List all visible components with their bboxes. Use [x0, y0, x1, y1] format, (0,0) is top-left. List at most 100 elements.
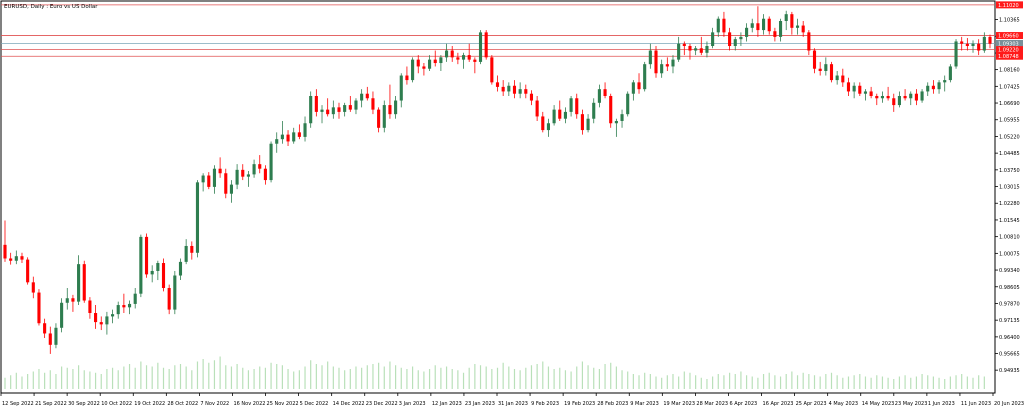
x-tick-label: 28 Oct 2022 [167, 401, 198, 407]
level-price-label-0: 1.11020 [996, 1, 1023, 9]
x-tick-label: 21 Sep 2022 [35, 401, 67, 407]
x-tick-label: 16 Nov 2022 [233, 401, 265, 407]
candle-143 [812, 48, 817, 74]
level-label-text: 1.09303 [998, 41, 1019, 47]
candle-body-167 [948, 66, 952, 81]
candle-body-112 [637, 82, 641, 90]
candle-122 [694, 45, 698, 56]
candle-body-67 [382, 105, 386, 128]
candle-body-27 [156, 263, 160, 271]
candle-106 [603, 82, 607, 99]
x-tick-label: 19 Oct 2022 [134, 401, 165, 407]
candle-41 [235, 164, 239, 190]
y-tick-label: 1.01545 [999, 218, 1020, 224]
candle-body-129 [733, 39, 737, 46]
candle-52 [297, 124, 301, 140]
candle-170 [965, 38, 969, 51]
candle-body-55 [314, 95, 318, 112]
candle-38 [218, 157, 222, 178]
candle-body-94 [535, 100, 539, 117]
candle-97 [552, 105, 556, 126]
x-tick-label: 30 Sep 2022 [68, 401, 100, 407]
candle-87 [495, 75, 500, 92]
candle-88 [501, 80, 505, 96]
candle-body-111 [631, 82, 635, 94]
candle-54 [309, 91, 313, 128]
candle-body-137 [778, 20, 783, 37]
candle-body-44 [252, 164, 256, 175]
candle-11 [65, 288, 69, 310]
candle-45 [258, 155, 262, 174]
candle-body-122 [694, 48, 698, 51]
candle-34 [195, 180, 200, 258]
candle-144 [818, 61, 822, 76]
level-label-box-1 [996, 32, 1023, 40]
x-tick-label: 19 Mar 2023 [663, 401, 695, 407]
candle-95 [541, 111, 545, 133]
x-tick-label: 28 Feb 2023 [597, 401, 628, 407]
candle-69 [394, 95, 398, 119]
y-tick-label: 0.96400 [999, 335, 1020, 341]
candle-142 [807, 30, 811, 56]
candle-132 [750, 18, 754, 33]
candle-body-160 [909, 93, 913, 99]
candle-67 [382, 100, 386, 133]
candle-93 [529, 90, 534, 106]
y-tick-label: 0.94935 [999, 368, 1020, 374]
candle-172 [977, 39, 981, 56]
candle-164 [931, 80, 935, 94]
candle-body-162 [920, 91, 924, 101]
candle-body-93 [529, 93, 534, 101]
candle-body-147 [835, 75, 839, 81]
candle-body-17 [99, 322, 103, 325]
candle-173 [982, 32, 986, 53]
candle-body-91 [518, 89, 522, 94]
x-tick-label: 5 Dec 2022 [300, 401, 329, 407]
candle-39 [224, 168, 228, 199]
candle-169 [960, 36, 964, 51]
candle-body-38 [218, 168, 222, 174]
level-label-text: 1.09660 [998, 34, 1019, 40]
candle-98 [558, 100, 562, 121]
candle-108 [614, 118, 618, 137]
candle-body-173 [982, 36, 986, 51]
x-tick-label: 10 Oct 2022 [101, 401, 132, 407]
candle-55 [314, 89, 318, 117]
candle-body-83 [473, 59, 477, 62]
candle-3 [20, 252, 24, 264]
candle-body-108 [614, 120, 618, 124]
chart-title: EURUSD, Daily : Euro vs US Dollar [4, 4, 98, 10]
candle-123 [699, 36, 703, 56]
candle-49 [280, 120, 284, 144]
y-tick-label: 1.02280 [999, 201, 1020, 207]
candle-body-87 [495, 82, 500, 87]
candle-body-76 [433, 59, 437, 64]
x-tick-label: 28 Mar 2023 [696, 401, 728, 407]
candle-148 [841, 68, 845, 87]
candle-body-22 [127, 303, 132, 308]
candle-79 [450, 45, 454, 62]
candle-body-123 [699, 48, 703, 53]
candle-7 [43, 318, 47, 339]
candle-53 [303, 116, 307, 142]
candle-82 [467, 43, 471, 62]
candle-body-170 [965, 43, 969, 46]
candle-21 [122, 293, 126, 314]
candle-body-4 [26, 259, 30, 283]
candle-body-0 [3, 244, 7, 259]
candle-body-102 [580, 114, 584, 131]
candle-156 [886, 86, 890, 101]
candle-94 [535, 95, 539, 121]
candle-body-125 [711, 32, 715, 46]
candle-80 [456, 52, 460, 65]
candle-165 [937, 80, 941, 94]
candle-body-63 [360, 93, 364, 101]
candle-body-113 [643, 64, 647, 90]
candle-body-20 [116, 305, 120, 315]
candle-151 [858, 82, 862, 96]
candle-149 [846, 77, 851, 96]
candle-56 [320, 105, 324, 124]
candle-body-142 [807, 32, 811, 51]
